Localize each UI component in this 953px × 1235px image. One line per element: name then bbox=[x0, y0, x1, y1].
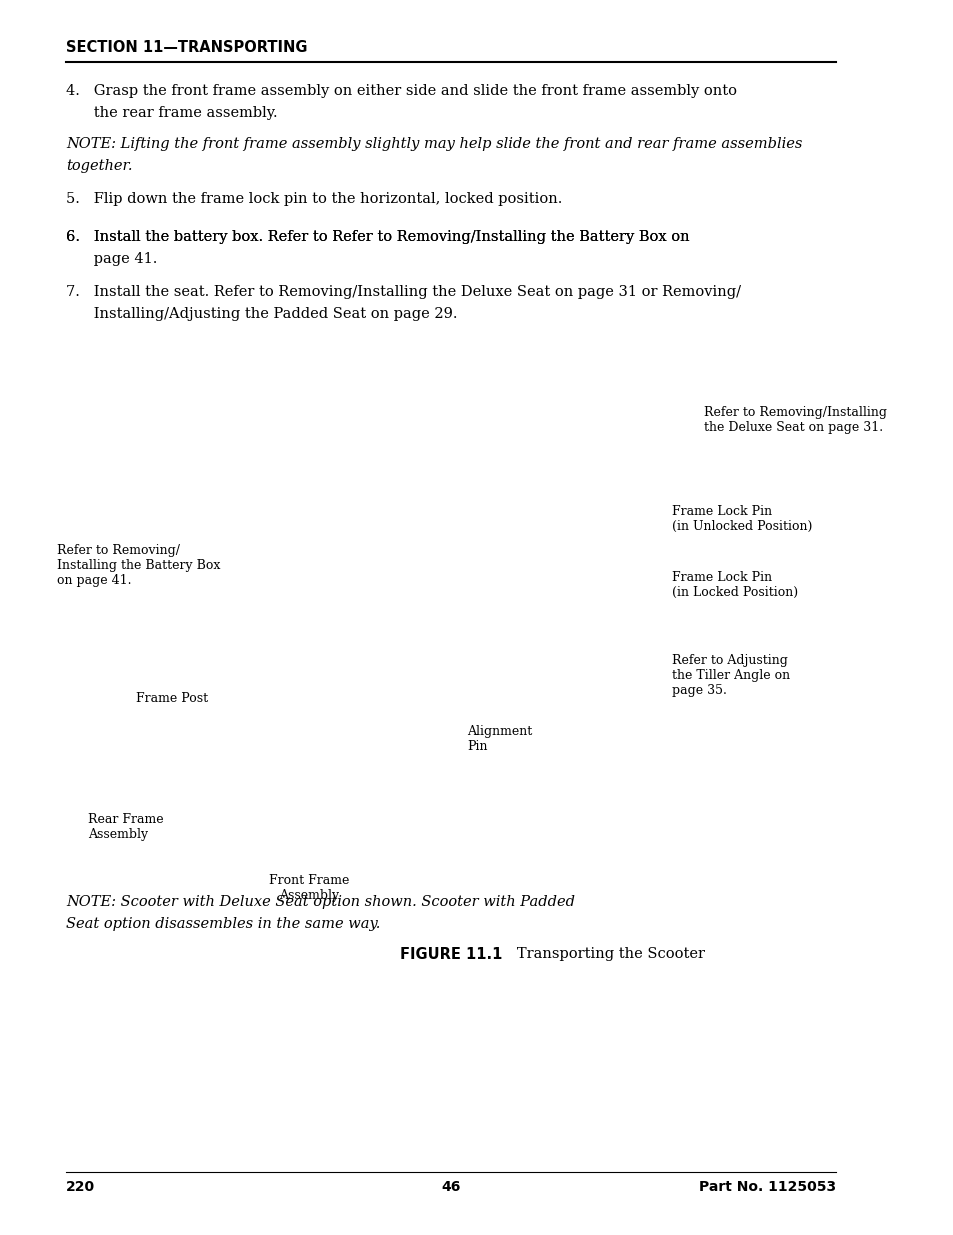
Text: together.: together. bbox=[66, 159, 132, 173]
Text: Transporting the Scooter: Transporting the Scooter bbox=[503, 947, 704, 961]
Text: 46: 46 bbox=[441, 1179, 460, 1194]
Text: 220: 220 bbox=[66, 1179, 95, 1194]
Text: NOTE: Lifting the front frame assembly slightly may help slide the front and rea: NOTE: Lifting the front frame assembly s… bbox=[66, 137, 801, 151]
Text: 7.   Install the seat. Refer to Removing/Installing the Deluxe Seat on page 31 o: 7. Install the seat. Refer to Removing/I… bbox=[66, 285, 740, 299]
Text: FIGURE 11.1: FIGURE 11.1 bbox=[399, 947, 502, 962]
Text: SECTION 11—TRANSPORTING: SECTION 11—TRANSPORTING bbox=[66, 40, 308, 56]
Text: Seat option disassembles in the same way.: Seat option disassembles in the same way… bbox=[66, 918, 380, 931]
Text: 4.   Grasp the front frame assembly on either side and slide the front frame ass: 4. Grasp the front frame assembly on eit… bbox=[66, 84, 737, 98]
Text: 5.   Flip down the frame lock pin to the horizontal, locked position.: 5. Flip down the frame lock pin to the h… bbox=[66, 191, 562, 206]
Text: 6.   Install the battery box. Refer to Refer to Removing/Installing the Battery : 6. Install the battery box. Refer to Ref… bbox=[66, 230, 689, 245]
Text: Part No. 1125053: Part No. 1125053 bbox=[699, 1179, 836, 1194]
Text: NOTE: Scooter with Deluxe Seat option shown. Scooter with Padded: NOTE: Scooter with Deluxe Seat option sh… bbox=[66, 895, 575, 909]
Text: page 41.: page 41. bbox=[66, 252, 157, 266]
Text: Installing/Adjusting the Padded Seat on page 29.: Installing/Adjusting the Padded Seat on … bbox=[66, 308, 457, 321]
Text: 6.   Install the battery box. Refer to Refer to Removing/Installing the Battery : 6. Install the battery box. Refer to Ref… bbox=[66, 230, 689, 245]
Text: the rear frame assembly.: the rear frame assembly. bbox=[66, 106, 277, 120]
